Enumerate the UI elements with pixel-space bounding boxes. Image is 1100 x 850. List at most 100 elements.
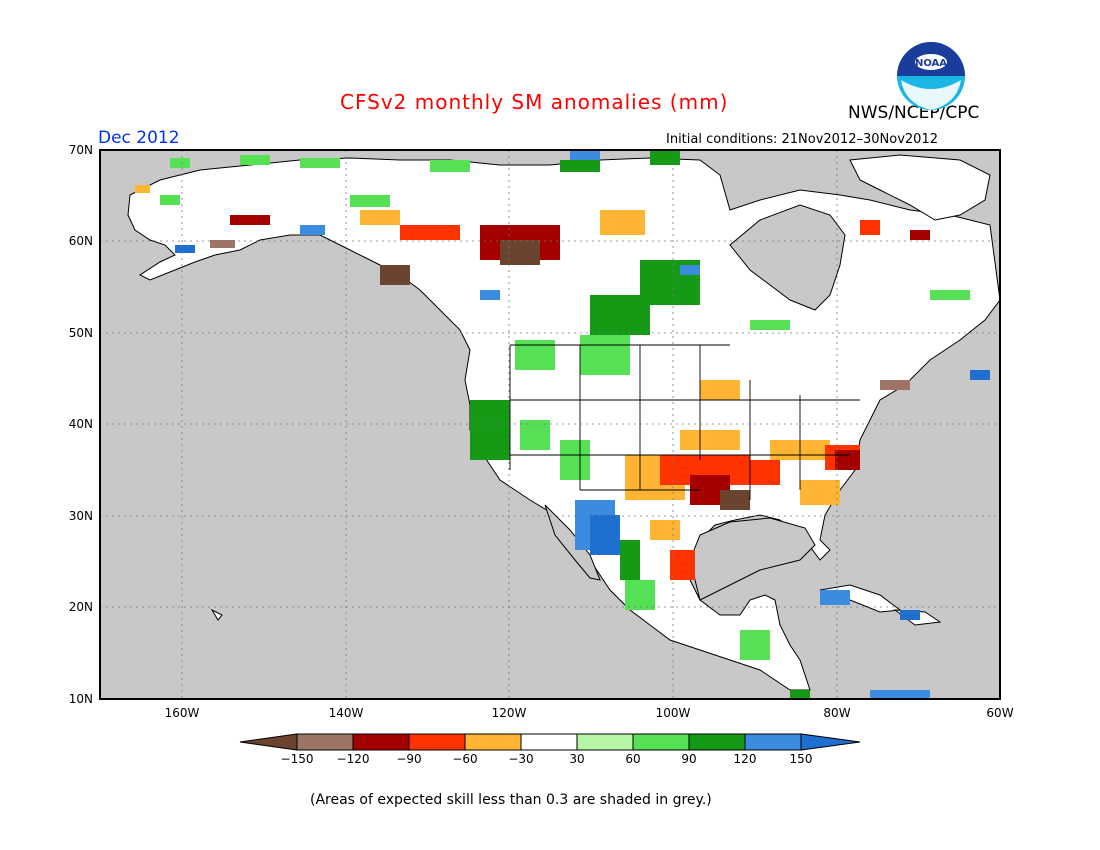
anomaly-cell [590, 515, 620, 555]
svg-text:NOAA: NOAA [915, 58, 947, 69]
hudson-bay [729, 204, 846, 311]
anomaly-cell [835, 450, 860, 470]
lat-label: 70N [69, 143, 93, 157]
map-title: CFSv2 monthly SM anomalies (mm) [340, 90, 729, 114]
color-bar-tick-label: −90 [396, 752, 421, 766]
color-bar-segment [520, 733, 578, 751]
anomaly-cell [300, 225, 325, 235]
anomaly-cell [625, 580, 655, 610]
anomaly-cell [430, 160, 470, 172]
anomaly-cell [560, 160, 600, 172]
anomaly-cell [360, 210, 400, 225]
color-bar-tick-label: 150 [790, 752, 813, 766]
anomaly-cell [790, 690, 810, 699]
anomaly-cell [740, 460, 780, 485]
initial-conditions-label: Initial conditions: 21Nov2012–30Nov2012 [666, 132, 938, 147]
anomaly-cell [500, 240, 540, 265]
anomaly-cells [135, 150, 990, 699]
agency-label: NWS/NCEP/CPC [848, 103, 980, 123]
gulf-of-mexico [689, 517, 816, 601]
hawaii-land [210, 608, 223, 621]
anomaly-cell [620, 540, 640, 580]
lat-label: 20N [69, 600, 93, 614]
color-bar-tick-label: −60 [452, 752, 477, 766]
anomaly-cell [700, 380, 740, 400]
anomaly-cell [600, 210, 645, 235]
color-bar-arrow-right [800, 733, 861, 751]
anomaly-cell [670, 550, 695, 580]
lon-label: 140W [329, 706, 364, 720]
lat-label: 60N [69, 234, 93, 248]
color-bar-arrow-left [239, 733, 298, 751]
anomaly-cell [570, 150, 600, 160]
anomaly-cell [870, 690, 930, 699]
anomaly-cell [650, 520, 680, 540]
lat-label: 10N [69, 692, 93, 706]
anomaly-cell [230, 215, 270, 225]
anomaly-cell [860, 220, 880, 235]
color-bar-segment [296, 733, 354, 751]
lat-label: 50N [69, 326, 93, 340]
lon-label: 60W [986, 706, 1013, 720]
color-bar [239, 733, 861, 751]
color-bar-tick-label: 30 [569, 752, 584, 766]
color-bar-segment [632, 733, 690, 751]
anomaly-cell [820, 590, 850, 605]
map-frame [99, 149, 1001, 700]
color-bar-segment [744, 733, 802, 751]
anomaly-cell [300, 158, 340, 168]
color-bar-tick-label: −30 [508, 752, 533, 766]
anomaly-cell [210, 240, 235, 248]
noaa-logo: NOAA [897, 42, 965, 110]
color-bar-segment [688, 733, 746, 751]
color-bar-labels: −150 −120 −90 −60 −30 30 60 90 120 150 [281, 752, 813, 766]
color-bar-segment [576, 733, 634, 751]
anomaly-cell [900, 610, 920, 620]
anomaly-cell [720, 490, 750, 510]
lon-label: 120W [492, 706, 527, 720]
anomaly-cell [930, 290, 970, 300]
anomaly-cell [750, 320, 790, 330]
color-bar-tick-label: 90 [681, 752, 696, 766]
anomaly-cell [580, 335, 630, 375]
color-bar-segment [352, 733, 410, 751]
lat-label: 40N [69, 417, 93, 431]
anomaly-cell [175, 245, 195, 253]
anomaly-cell [680, 430, 740, 450]
color-bar-tick-label: 120 [734, 752, 757, 766]
color-bar-segment [464, 733, 522, 751]
anomaly-cell [470, 400, 510, 460]
anomaly-cell [880, 380, 910, 390]
anomaly-cell [590, 295, 650, 335]
lon-label: 80W [823, 706, 850, 720]
lon-label: 160W [165, 706, 200, 720]
state-boundaries [509, 344, 860, 500]
greenland-land [849, 154, 991, 221]
anomaly-cell [170, 158, 190, 168]
anomaly-cell [135, 185, 150, 193]
anomaly-cell [520, 420, 550, 450]
gulf-of-california [544, 504, 601, 581]
anomaly-cell [400, 225, 460, 240]
anomaly-cell [740, 630, 770, 660]
color-bar-segment [408, 733, 466, 751]
anomaly-cell [650, 150, 680, 165]
anomaly-cell [800, 480, 840, 505]
anomaly-cell [970, 370, 990, 380]
color-bar-tick-label: −120 [337, 752, 370, 766]
anomaly-cell [560, 440, 590, 480]
anomaly-cell [515, 340, 555, 370]
color-bar-tick-label: 60 [625, 752, 640, 766]
valid-month-label: Dec 2012 [98, 128, 180, 148]
lon-label: 100W [656, 706, 691, 720]
lat-label: 30N [69, 509, 93, 523]
anomaly-cell [380, 265, 410, 285]
anomaly-cell [160, 195, 180, 205]
anomaly-cell [480, 290, 500, 300]
graticule [100, 150, 1000, 699]
skill-footnote: (Areas of expected skill less than 0.3 a… [310, 792, 712, 808]
anomaly-cell [680, 265, 700, 275]
anomaly-cell [910, 230, 930, 240]
anomaly-cell [350, 195, 390, 207]
